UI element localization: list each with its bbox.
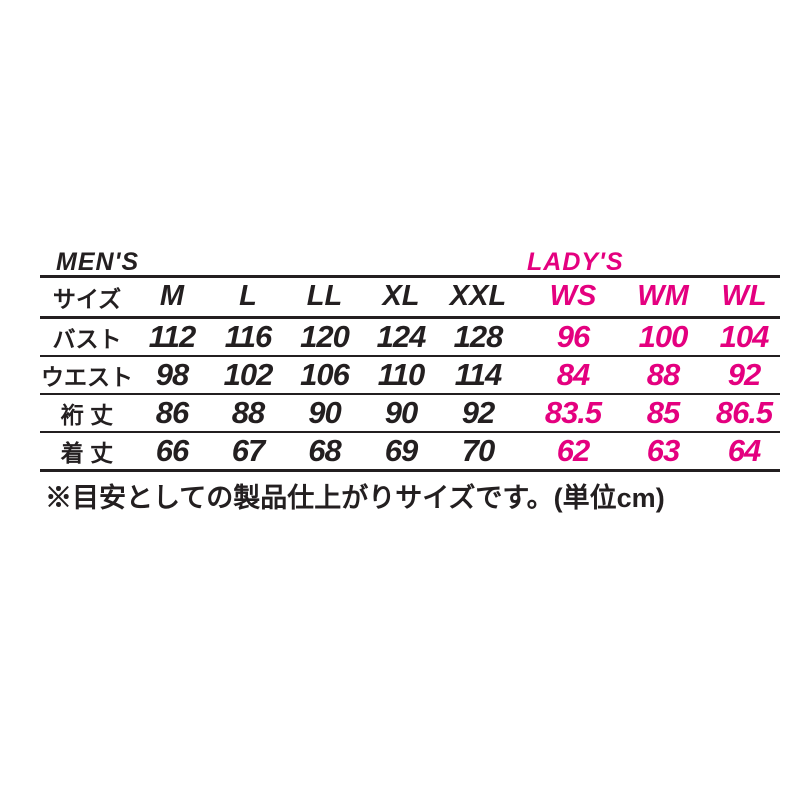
data-cell: 88: [231, 394, 265, 430]
data-cell: 84: [556, 356, 590, 392]
data-cell: 124: [376, 318, 427, 354]
mens-section-label: MEN'S: [56, 248, 140, 276]
size-cell-m: M: [159, 280, 185, 313]
data-cell: 70: [461, 432, 495, 468]
data-cell: 90: [308, 394, 341, 430]
size-header-row: サイズ M L LL XL XXL WS WM WL: [40, 278, 780, 317]
data-cell: 110: [377, 356, 425, 392]
data-cell: 88: [646, 356, 680, 392]
size-cell-ws: WS: [549, 280, 597, 313]
data-cell: 120: [300, 318, 350, 354]
data-cell: 62: [556, 432, 590, 468]
data-cell: 106: [300, 356, 350, 392]
data-cell: 112: [148, 318, 196, 354]
data-cell: 100: [638, 318, 689, 354]
column-gap: [517, 356, 528, 394]
row-label-sleeve-length: 裄 丈: [60, 401, 114, 428]
size-cell-ll: LL: [306, 280, 343, 313]
column-gap: [517, 317, 528, 356]
table-row-waist: ウエスト 98 102 106 110 114 84 88 92: [40, 356, 780, 394]
data-cell: 116: [224, 318, 272, 354]
size-cell-wl: WL: [721, 280, 767, 313]
column-gap: [517, 278, 528, 317]
data-cell: 83.5: [544, 394, 602, 430]
data-cell: 69: [384, 432, 418, 468]
data-cell: 68: [308, 432, 341, 468]
table-row-bust: バスト 112 116 120 124 128 96 100 104: [40, 317, 780, 356]
column-gap: [517, 394, 528, 432]
data-cell: 92: [461, 394, 495, 430]
data-cell: 98: [155, 356, 189, 392]
column-gap: [517, 432, 528, 471]
row-label-waist: ウエスト: [41, 363, 133, 390]
size-chart-table-area: MEN'S LADY'S サイズ M L LL XL XXL WS WM WL: [40, 250, 780, 515]
table-row-body-length: 着 丈 66 67 68 69 70 62 63 64: [40, 432, 780, 471]
data-cell: 85: [646, 394, 680, 430]
ladys-section-label: LADY'S: [527, 248, 624, 276]
data-cell: 86.5: [715, 394, 773, 430]
data-cell: 90: [384, 394, 418, 430]
data-cell: 104: [719, 318, 770, 354]
size-cell-l: L: [239, 280, 257, 313]
size-cell-xxl: XXL: [449, 280, 507, 313]
data-cell: 128: [453, 318, 504, 354]
data-cell: 86: [155, 394, 189, 430]
size-cell-xl: XL: [382, 280, 420, 313]
size-cell-wm: WM: [637, 280, 689, 313]
data-cell: 64: [727, 432, 761, 468]
row-label-bust: バスト: [52, 325, 122, 352]
data-cell: 102: [223, 356, 274, 392]
data-cell: 114: [454, 356, 502, 392]
size-row-label: サイズ: [52, 285, 122, 312]
data-cell: 96: [556, 318, 590, 354]
table-row-sleeve-length: 裄 丈 86 88 90 90 92 83.5 85 86.5: [40, 394, 780, 432]
size-table: サイズ M L LL XL XXL WS WM WL バスト 112 116 1…: [40, 278, 780, 472]
row-label-body-length: 着 丈: [60, 439, 114, 466]
data-cell: 63: [646, 432, 680, 468]
data-cell: 92: [727, 356, 761, 392]
data-cell: 67: [231, 432, 265, 468]
data-cell: 66: [155, 432, 189, 468]
section-header-row: MEN'S LADY'S: [40, 250, 780, 278]
footnote: ※目安としての製品仕上がりサイズです。(単位cm): [45, 483, 665, 513]
